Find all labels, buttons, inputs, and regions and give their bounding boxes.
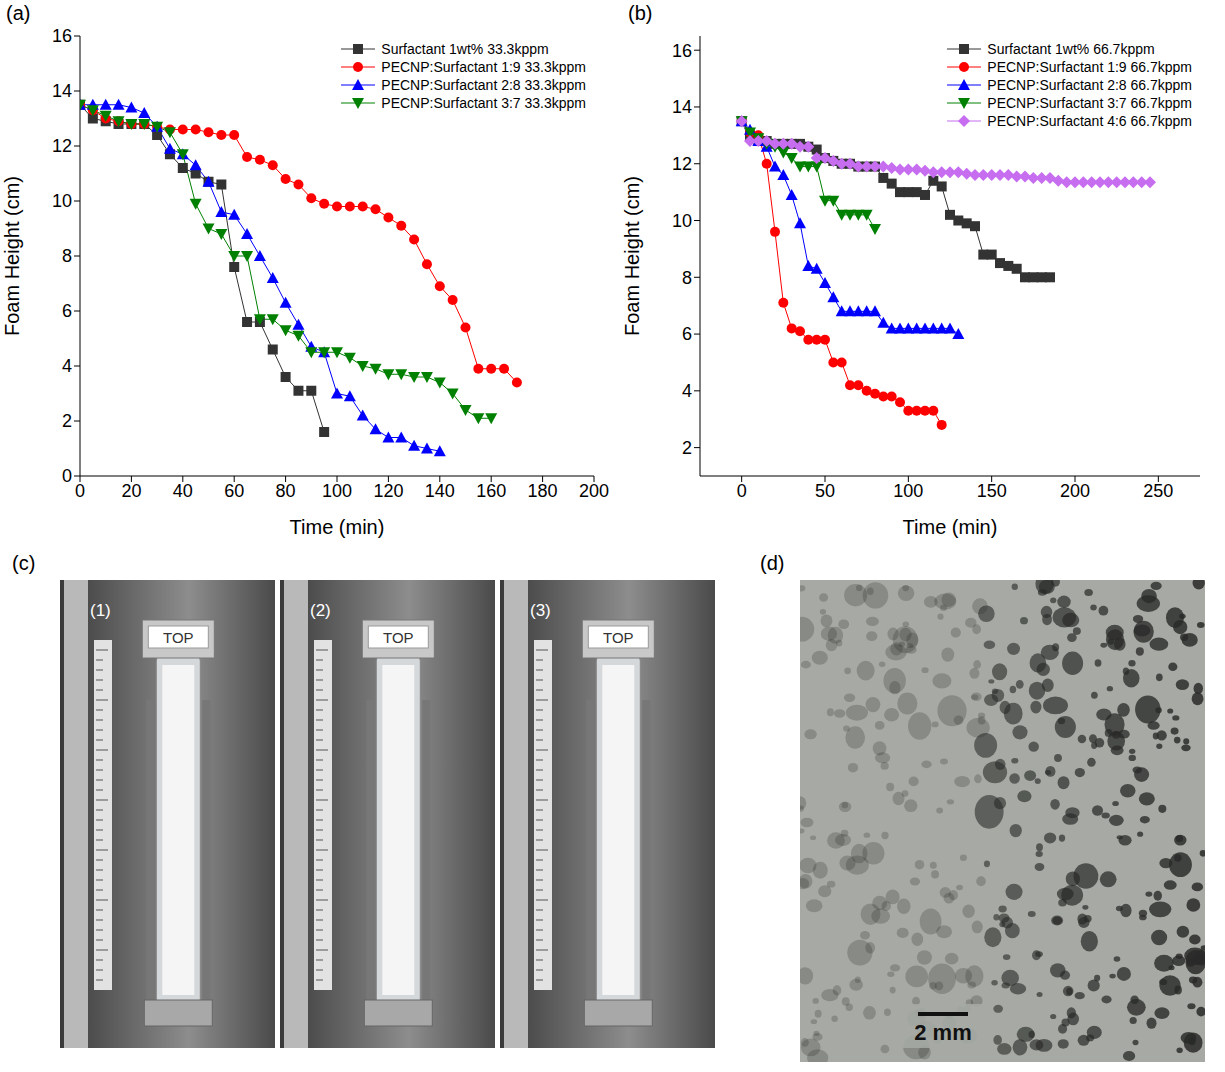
svg-text:160: 160 (476, 481, 506, 501)
html-text:PECNP:Surfactant 3:7 33.3kppm: PECNP:Surfactant 3:7 33.3kppm (381, 95, 586, 111)
html-text:(d): (d) (760, 552, 785, 574)
html-text:(b): (b) (628, 2, 653, 24)
html-text:PECNP:Surfactant 1:9 66.7kppm: PECNP:Surfactant 1:9 66.7kppm (987, 59, 1192, 75)
html-text:Surfactant 1wt% 66.7kppm: Surfactant 1wt% 66.7kppm (987, 41, 1155, 57)
svg-text:120: 120 (373, 481, 403, 501)
svg-text:Foam Height (cm): Foam Height (cm) (621, 176, 643, 336)
svg-text:200: 200 (1060, 481, 1090, 501)
svg-text:(3): (3) (530, 601, 551, 620)
svg-text:0: 0 (737, 481, 747, 501)
svg-text:100: 100 (893, 481, 923, 501)
svg-text:(1): (1) (90, 601, 111, 620)
svg-text:2 mm: 2 mm (914, 1020, 971, 1045)
svg-text:14: 14 (52, 81, 72, 101)
svg-text:250: 250 (1143, 481, 1173, 501)
html-text:PECNP:Surfactant 1:9 33.3kppm: PECNP:Surfactant 1:9 33.3kppm (381, 59, 586, 75)
html-text:(c): (c) (12, 552, 36, 574)
svg-text:100: 100 (322, 481, 352, 501)
html-text:(a): (a) (6, 2, 31, 24)
svg-text:20: 20 (121, 481, 141, 501)
svg-text:2: 2 (682, 438, 692, 458)
svg-text:12: 12 (672, 154, 692, 174)
svg-text:Time (min): Time (min) (903, 516, 998, 538)
svg-text:4: 4 (682, 381, 692, 401)
svg-text:Foam Height (cm): Foam Height (cm) (1, 176, 23, 336)
html-text:PECNP:Surfactant 2:8 66.7kppm: PECNP:Surfactant 2:8 66.7kppm (987, 77, 1192, 93)
svg-text:6: 6 (62, 301, 72, 321)
svg-text:40: 40 (173, 481, 193, 501)
svg-text:0: 0 (62, 466, 72, 486)
svg-text:(2): (2) (310, 601, 331, 620)
svg-text:140: 140 (425, 481, 455, 501)
svg-text:180: 180 (528, 481, 558, 501)
svg-text:16: 16 (672, 41, 692, 61)
svg-text:12: 12 (52, 136, 72, 156)
svg-text:2: 2 (62, 411, 72, 431)
svg-text:60: 60 (224, 481, 244, 501)
svg-text:8: 8 (682, 268, 692, 288)
svg-text:0: 0 (75, 481, 85, 501)
html-text:PECNP:Surfactant 2:8 33.3kppm: PECNP:Surfactant 2:8 33.3kppm (381, 77, 586, 93)
svg-text:50: 50 (815, 481, 835, 501)
svg-text:10: 10 (672, 211, 692, 231)
svg-text:14: 14 (672, 97, 692, 117)
svg-text:150: 150 (977, 481, 1007, 501)
svg-text:TOP: TOP (603, 629, 634, 646)
svg-text:TOP: TOP (163, 629, 194, 646)
svg-text:80: 80 (276, 481, 296, 501)
svg-text:8: 8 (62, 246, 72, 266)
svg-text:TOP: TOP (383, 629, 414, 646)
html-text:PECNP:Surfactant 4:6 66.7kppm: PECNP:Surfactant 4:6 66.7kppm (987, 113, 1192, 129)
svg-text:Time (min): Time (min) (290, 516, 385, 538)
svg-text:16: 16 (52, 26, 72, 46)
svg-text:200: 200 (579, 481, 609, 501)
svg-text:10: 10 (52, 191, 72, 211)
svg-text:4: 4 (62, 356, 72, 376)
svg-text:6: 6 (682, 324, 692, 344)
html-text:Surfactant 1wt% 33.3kppm: Surfactant 1wt% 33.3kppm (381, 41, 549, 57)
html-text:PECNP:Surfactant 3:7 66.7kppm: PECNP:Surfactant 3:7 66.7kppm (987, 95, 1192, 111)
